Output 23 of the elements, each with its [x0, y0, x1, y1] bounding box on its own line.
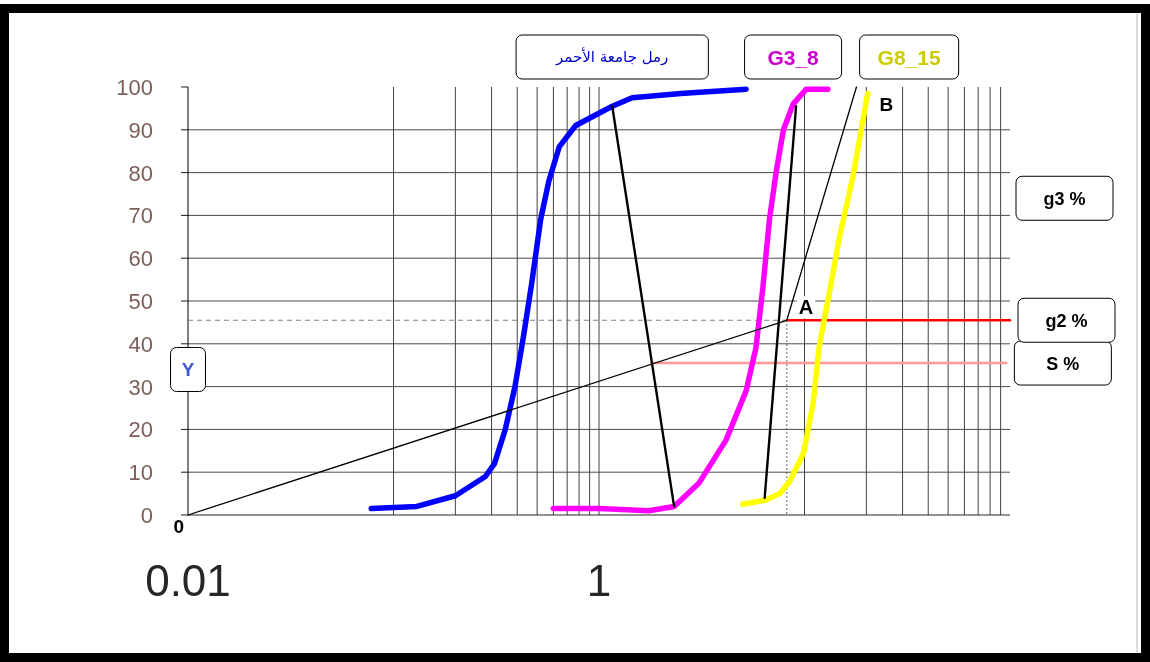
annotation: Y	[181, 359, 195, 381]
y-tick-label: 40	[128, 331, 153, 357]
y-tick-label: 70	[128, 203, 153, 229]
annotation: A	[798, 296, 814, 319]
text: S %	[1046, 353, 1080, 374]
x-tick-label: 0.01	[145, 556, 231, 605]
series-label: G8_15	[877, 45, 941, 69]
y-tick-label: 30	[128, 374, 153, 400]
y-tick-label: 80	[128, 160, 153, 186]
y-tick-label: 100	[116, 75, 153, 100]
series-label: رمل جامعة الأحمر	[555, 47, 669, 67]
series-label: g2 %	[1045, 310, 1088, 331]
series-label: G3_8	[767, 45, 820, 69]
y-tick-label: 60	[128, 246, 153, 272]
annotation: B	[879, 94, 894, 115]
y-tick-label: 90	[128, 117, 153, 143]
y-tick-label: 10	[128, 460, 153, 486]
annotation: 0	[173, 516, 184, 537]
text: g3 %	[1043, 188, 1086, 209]
y-tick-label: 20	[128, 417, 153, 443]
y-tick-label: 50	[128, 289, 153, 314]
x-tick-label: 1	[586, 556, 612, 605]
y-tick-label: 0	[140, 503, 153, 528]
